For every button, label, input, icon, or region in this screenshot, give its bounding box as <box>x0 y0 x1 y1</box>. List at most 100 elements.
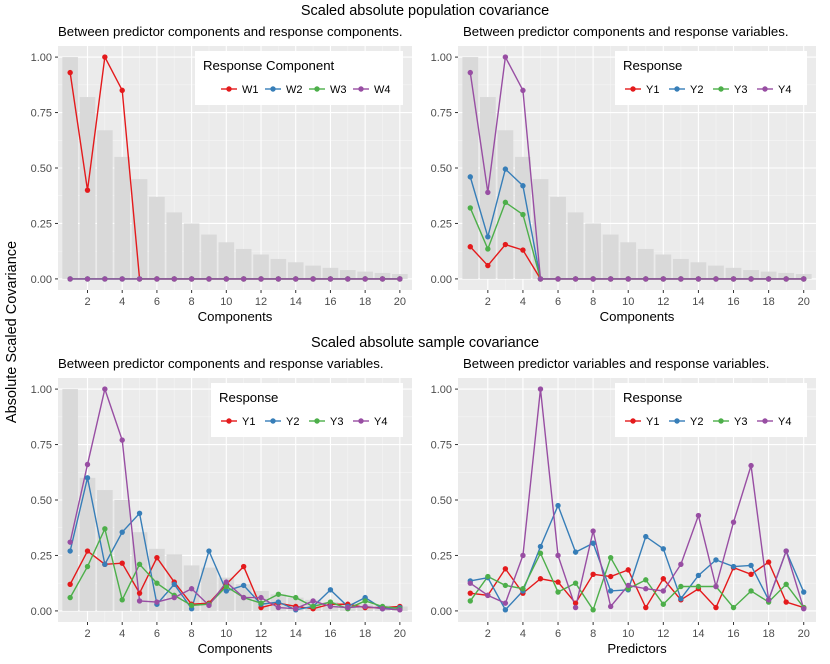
legend-entry-label: Y2 <box>690 416 703 428</box>
data-point-y3 <box>572 580 579 586</box>
legend-key-point <box>226 86 232 92</box>
data-point-y4 <box>625 276 631 282</box>
data-point-y3 <box>102 526 108 532</box>
y-tick-label: 1.00 <box>31 384 52 396</box>
data-point-w1 <box>102 54 108 60</box>
variance-bar <box>62 57 78 279</box>
data-point-y3 <box>678 583 684 590</box>
variance-bar <box>585 223 602 279</box>
data-point-w4 <box>102 276 108 282</box>
legend: Response Component W1 W2 W3 W4 <box>195 51 403 105</box>
data-point-y3 <box>485 246 491 252</box>
legend-box <box>195 51 403 105</box>
data-point-y2 <box>555 502 561 509</box>
data-point-y3 <box>730 604 737 611</box>
chart-panel-bottom-right: 0.00 0.25 0.50 0.75 1.00 2 4 6 8 10 12 14 16 18 20 Betw… <box>431 356 816 656</box>
legend-key-point <box>762 418 768 424</box>
data-point-w4 <box>136 276 143 282</box>
data-point-y3 <box>783 581 789 587</box>
legend-entry-label: Y4 <box>374 416 387 428</box>
x-tick-label: 8 <box>189 628 195 640</box>
data-point-y4 <box>713 583 719 590</box>
legend-entry-label: Y1 <box>242 416 255 428</box>
data-point-w4 <box>345 276 351 282</box>
x-tick-label: 10 <box>220 628 232 640</box>
variance-bar <box>708 265 724 279</box>
data-point-y4 <box>625 582 631 589</box>
data-point-y4 <box>310 598 316 604</box>
data-point-w4 <box>293 276 299 282</box>
panel-title: Between predictor components and respons… <box>463 24 788 39</box>
data-point-y4 <box>713 276 719 282</box>
legend-key-point <box>270 418 276 424</box>
data-point-y4 <box>362 603 368 610</box>
x-tick-label: 6 <box>154 296 160 308</box>
data-point-y1 <box>485 262 491 269</box>
y-tick-label: 0.25 <box>431 550 452 562</box>
x-tick-label: 18 <box>359 296 371 308</box>
data-point-y1 <box>520 247 526 253</box>
data-point-y1 <box>502 241 509 248</box>
legend-key-point <box>630 86 636 92</box>
chart-panel-bottom-left: 0.00 0.25 0.50 0.75 1.00 2 4 6 8 10 12 14 16 18 20 Betw… <box>31 356 412 656</box>
data-point-w4 <box>171 276 177 282</box>
data-point-y2 <box>537 543 544 550</box>
x-axis-label: Components <box>198 641 273 656</box>
x-tick-label: 12 <box>255 296 267 308</box>
x-axis-label: Components <box>198 309 273 324</box>
x-tick-label: 2 <box>84 296 90 308</box>
y-tick-label: 0.25 <box>431 218 452 230</box>
data-point-y4 <box>258 594 264 601</box>
data-point-y1 <box>713 604 719 611</box>
data-point-y4 <box>467 69 473 76</box>
data-point-y4 <box>643 586 649 592</box>
data-point-y3 <box>188 602 195 609</box>
data-point-w1 <box>84 187 91 193</box>
data-point-w4 <box>362 276 368 282</box>
data-point-y4 <box>643 276 649 282</box>
data-point-y3 <box>467 205 473 211</box>
data-point-y1 <box>765 559 772 565</box>
legend-entry-label: Y2 <box>286 416 299 428</box>
series-line-y4 <box>469 389 805 611</box>
data-point-y1 <box>607 573 614 580</box>
variance-bar <box>97 490 113 611</box>
x-tick-label: 16 <box>324 628 336 640</box>
data-point-y3 <box>275 591 282 597</box>
data-point-w4 <box>223 276 230 282</box>
data-point-y4 <box>345 604 351 611</box>
x-tick-label: 16 <box>727 296 739 308</box>
variance-bar <box>602 234 619 279</box>
data-point-y3 <box>136 561 143 568</box>
variance-bar <box>322 267 339 279</box>
data-point-y4 <box>154 599 160 605</box>
data-point-y4 <box>730 519 737 525</box>
data-point-w4 <box>397 276 403 282</box>
data-point-y4 <box>695 512 702 519</box>
data-point-y4 <box>555 552 561 559</box>
panel-title: Between predictor components and respons… <box>58 356 383 371</box>
legend-entry-label: W3 <box>330 84 347 96</box>
data-point-y1 <box>467 590 473 596</box>
x-tick-label: 4 <box>119 296 125 308</box>
y-tick-label: 0.50 <box>431 163 452 175</box>
variance-bar <box>166 212 183 279</box>
variance-bar <box>114 156 131 279</box>
x-tick-label: 20 <box>394 628 406 640</box>
data-point-y1 <box>590 571 596 578</box>
y-tick-label: 0.75 <box>431 440 452 452</box>
legend-key-point <box>358 86 364 92</box>
data-point-y2 <box>678 596 684 602</box>
legend-title: Response Component <box>203 58 335 73</box>
legend-title: Response <box>219 390 278 405</box>
series-line-y4 <box>69 386 400 611</box>
data-point-y4 <box>379 605 386 612</box>
data-point-y3 <box>695 583 702 590</box>
panel-title: Between predictor components and respons… <box>58 24 403 39</box>
y-tick-label: 0.00 <box>431 606 452 618</box>
x-tick-label: 2 <box>485 628 491 640</box>
variance-bar <box>620 242 637 279</box>
data-point-y4 <box>590 276 596 282</box>
x-tick-label: 20 <box>798 628 810 640</box>
legend-entry-label: W2 <box>286 84 303 96</box>
